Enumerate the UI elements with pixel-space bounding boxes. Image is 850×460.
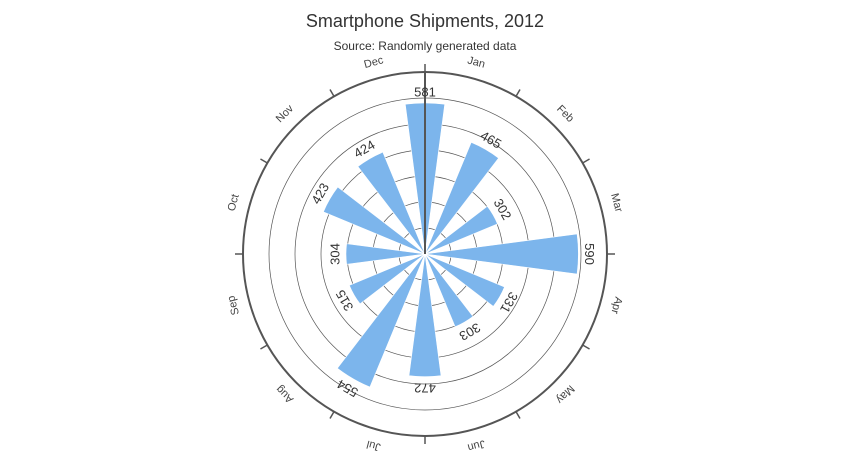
chart-title: Smartphone Shipments, 2012 — [305, 11, 545, 31]
tick-label-sep: Sep — [225, 294, 242, 316]
bar-apr — [424, 233, 579, 275]
bar-feb — [424, 141, 500, 255]
axis-tick — [260, 344, 268, 350]
axis-tick — [515, 411, 521, 419]
chart-subtitle: Source: Randomly generated data — [333, 39, 517, 53]
axis-tick — [329, 89, 335, 97]
axis-tick — [582, 158, 590, 164]
tick-label-jun: Jun — [466, 437, 486, 453]
bar-mar — [424, 205, 498, 255]
tick-label-jul: Jul — [365, 438, 382, 453]
bar-jun — [424, 253, 474, 328]
data-label-jan: 581 — [414, 84, 436, 99]
data-label-jul: 472 — [414, 380, 436, 395]
bar-jul — [408, 253, 442, 378]
tick-label-jan: Jan — [466, 55, 486, 71]
axis-tick — [515, 89, 521, 97]
bar-sep — [348, 253, 426, 305]
tick-label-may: May — [553, 382, 577, 406]
tick-label-nov: Nov — [274, 102, 297, 125]
tick-label-dec: Dec — [363, 54, 385, 71]
axis-tick — [582, 344, 590, 350]
tick-label-feb: Feb — [554, 103, 576, 125]
tick-label-oct: Oct — [226, 193, 242, 213]
axis-tick — [260, 158, 268, 164]
axis-tick — [329, 411, 335, 419]
tick-label-mar: Mar — [608, 192, 625, 214]
tick-label-aug: Aug — [274, 383, 296, 405]
bars-layer — [322, 102, 579, 388]
bar-oct — [345, 243, 426, 265]
tick-label-apr: Apr — [608, 295, 624, 315]
bar-dec — [357, 151, 426, 255]
bar-may — [424, 253, 505, 307]
data-label-apr: 590 — [582, 243, 597, 265]
data-label-oct: 304 — [327, 243, 342, 265]
bar-nov — [322, 186, 426, 255]
bar-aug — [336, 253, 426, 388]
axis-layer — [235, 64, 615, 444]
